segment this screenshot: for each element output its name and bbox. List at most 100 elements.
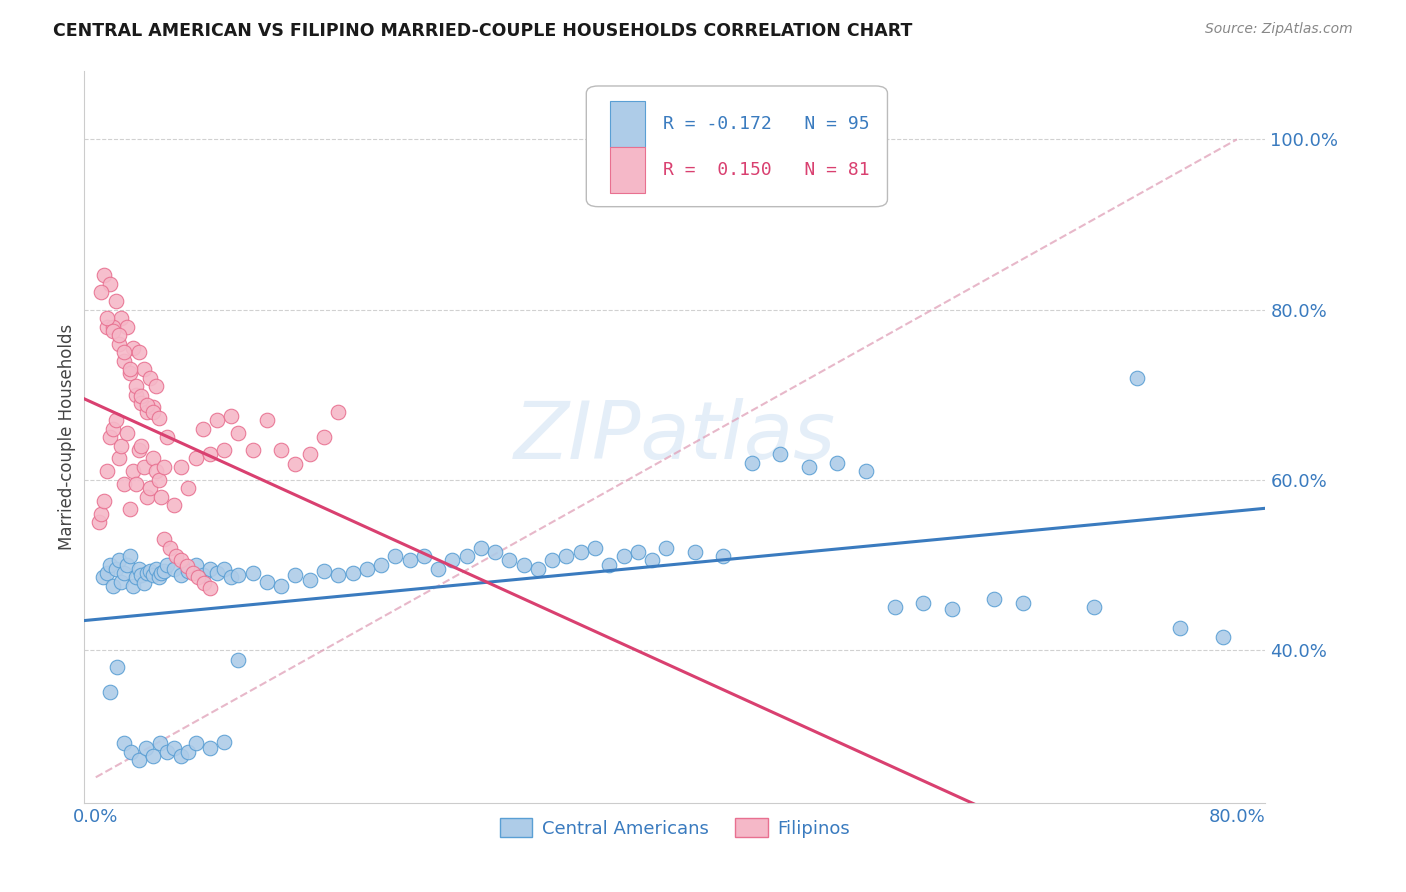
Point [627,545,650,559]
Point [356,562,378,576]
Point [107,553,129,567]
Point [139,565,162,579]
Point [441,553,464,567]
Point [148,570,170,584]
Point [142,404,165,418]
Point [328,404,350,418]
FancyBboxPatch shape [610,147,645,193]
Point [191,421,214,435]
Point [184,451,207,466]
Point [1126,370,1149,384]
Point [112,353,135,368]
Point [198,562,221,576]
Point [498,553,520,567]
Point [148,473,170,487]
Point [193,576,215,591]
Point [797,459,820,474]
Point [456,549,478,563]
Point [96,319,118,334]
Point [93,494,115,508]
Point [120,745,142,759]
Point [541,553,564,567]
Point [112,476,135,491]
Point [212,562,235,576]
Point [883,600,905,615]
Point [159,541,181,555]
Point [90,507,112,521]
Point [370,558,392,572]
Point [110,574,132,589]
Point [98,558,121,572]
Point [165,549,187,563]
Point [184,558,207,572]
Point [163,498,186,512]
Point [384,549,406,563]
Point [128,753,150,767]
Point [342,566,364,581]
Point [128,442,150,457]
Point [134,362,156,376]
Point [136,404,159,418]
Point [145,464,167,478]
Point [145,562,167,576]
Point [131,389,153,403]
Point [110,311,132,326]
Point [156,430,179,444]
Point [181,566,204,581]
Legend: Central Americans, Filipinos: Central Americans, Filipinos [492,811,858,845]
Point [612,549,634,563]
Point [104,413,127,427]
FancyBboxPatch shape [610,102,645,146]
Point [1168,622,1191,636]
Point [177,481,200,495]
Point [104,293,127,308]
Point [118,362,141,376]
Point [219,409,242,423]
Point [96,311,118,326]
Point [177,565,200,579]
Point [219,570,242,584]
Point [827,456,849,470]
Point [101,319,124,334]
Point [741,456,763,470]
Point [484,545,506,559]
Point [136,490,159,504]
Point [198,582,221,596]
Point [98,685,121,699]
Point [91,570,114,584]
Point [641,553,664,567]
Text: R = -0.172   N = 95: R = -0.172 N = 95 [664,115,870,133]
Text: Source: ZipAtlas.com: Source: ZipAtlas.com [1205,22,1353,37]
Point [212,734,235,748]
FancyBboxPatch shape [586,86,887,207]
Point [125,379,148,393]
Point [87,515,110,529]
Point [170,553,193,567]
Point [104,562,127,576]
Point [107,451,129,466]
Point [228,567,250,582]
Point [242,566,264,581]
Point [156,745,179,759]
Point [139,370,162,384]
Point [121,464,143,478]
Point [284,458,307,472]
Point [312,430,335,444]
Point [205,413,228,427]
Point [131,439,153,453]
Point [298,447,321,461]
Point [398,553,420,567]
Point [270,579,292,593]
Point [96,566,118,581]
Point [427,562,450,576]
Point [142,401,165,415]
Point [512,558,534,572]
Point [187,570,209,584]
Point [128,562,150,576]
Point [142,567,165,582]
Point [527,562,550,576]
Point [163,740,186,755]
Point [256,413,278,427]
Point [598,558,620,572]
Point [118,549,141,563]
